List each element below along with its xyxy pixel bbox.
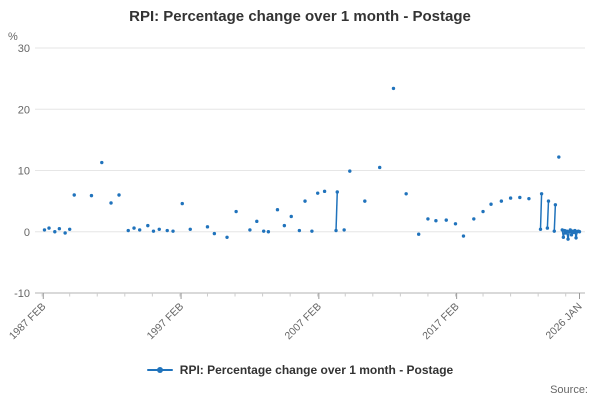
- data-point: [234, 209, 238, 214]
- data-point: [342, 228, 346, 232]
- data-point: [552, 229, 556, 233]
- data-point: [416, 232, 421, 236]
- axis-tick-label: 10: [18, 166, 30, 178]
- data-point: [561, 235, 566, 239]
- data-point: [266, 230, 271, 234]
- axis-tick-label: 1987 FEB: [7, 301, 49, 343]
- axis-tick-label: 2026 JAN: [544, 301, 585, 342]
- data-point: [225, 235, 229, 239]
- data-point: [461, 234, 466, 238]
- source-label: Source:: [550, 384, 588, 396]
- data-point: [539, 192, 544, 196]
- data-point: [100, 160, 104, 165]
- data-point: [282, 223, 287, 228]
- axis-tick-label: 20: [18, 104, 30, 116]
- data-point: [335, 190, 339, 194]
- axis-tick-label: -10: [14, 288, 30, 300]
- data-point: [538, 227, 543, 231]
- data-point: [546, 199, 551, 203]
- data-point: [481, 209, 485, 214]
- y-axis-unit-label: %: [8, 31, 18, 43]
- data-point: [275, 208, 280, 212]
- legend-series-marker-icon: [146, 366, 173, 374]
- data-point: [391, 86, 396, 91]
- data-point: [146, 223, 150, 228]
- data-point: [404, 192, 408, 196]
- data-point: [527, 196, 531, 201]
- data-point: [261, 229, 266, 233]
- data-point: [518, 195, 522, 200]
- data-point: [72, 193, 76, 197]
- data-point: [126, 228, 130, 233]
- data-point: [489, 202, 493, 206]
- data-point: [453, 222, 458, 226]
- data-point: [42, 228, 47, 232]
- data-point: [444, 218, 448, 222]
- data-point: [67, 227, 72, 231]
- data-point: [577, 230, 582, 234]
- data-point: [472, 217, 476, 221]
- data-point: [557, 155, 561, 159]
- data-point: [499, 199, 504, 203]
- data-point: [63, 231, 67, 235]
- data-point: [171, 229, 175, 233]
- data-point: [289, 214, 293, 219]
- data-point: [569, 233, 574, 237]
- data-point: [157, 227, 161, 231]
- data-point: [322, 189, 327, 194]
- data-point: [89, 193, 94, 198]
- legend-series-label: RPI: Percentage change over 1 month - Po…: [179, 363, 454, 377]
- data-point: [205, 225, 210, 229]
- data-point: [434, 219, 438, 223]
- data-point: [553, 203, 558, 207]
- data-point: [348, 169, 352, 173]
- data-point: [165, 228, 169, 233]
- data-point: [310, 229, 314, 233]
- data-point: [151, 229, 156, 233]
- chart-title: RPI: Percentage change over 1 month - Po…: [129, 8, 471, 25]
- axis-tick-label: 1997 FEB: [145, 301, 187, 343]
- data-point: [255, 219, 259, 224]
- data-point: [426, 217, 430, 221]
- data-point: [188, 227, 192, 231]
- data-point: [137, 228, 142, 232]
- axis-tick-label: 30: [18, 43, 30, 55]
- chart-line: [553, 204, 557, 232]
- data-point: [508, 196, 513, 200]
- chart-plot-area: -10 0 10 20 30 1987 FEB 1997 FEB 2007 FEB 2017 F…: [7, 43, 585, 343]
- axis-tick-label: 2017 FEB: [420, 301, 462, 343]
- data-point: [545, 226, 550, 230]
- chart-line: [335, 191, 339, 231]
- data-point: [117, 193, 121, 197]
- data-point: [574, 236, 578, 240]
- data-point: [566, 237, 570, 241]
- data-point: [180, 201, 184, 206]
- data-point: [334, 228, 338, 233]
- axis-tick-label: 0: [24, 227, 30, 239]
- data-point: [212, 231, 217, 236]
- data-point: [378, 165, 382, 170]
- chart-line: [539, 193, 543, 230]
- data-point: [363, 199, 367, 203]
- data-point: [297, 228, 302, 233]
- data-point: [53, 230, 57, 234]
- data-point: [303, 199, 307, 203]
- data-point: [248, 228, 252, 232]
- legend[interactable]: RPI: Percentage change over 1 month - Po…: [0, 363, 600, 377]
- data-point: [57, 226, 62, 231]
- data-point: [316, 191, 320, 195]
- data-point: [47, 226, 51, 230]
- data-point: [132, 226, 136, 230]
- axis-tick-label: 2007 FEB: [282, 301, 324, 343]
- data-point: [109, 201, 113, 205]
- chart-line: [546, 201, 550, 229]
